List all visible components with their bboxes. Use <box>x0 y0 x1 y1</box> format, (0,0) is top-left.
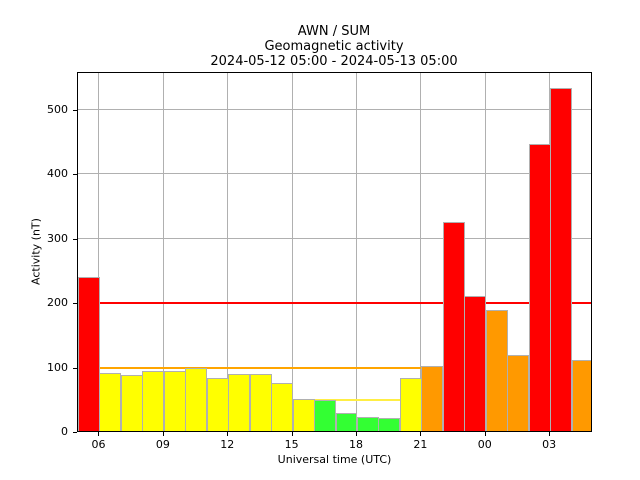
x-tick-label: 09 <box>155 438 170 451</box>
y-tick-label: 200 <box>47 296 68 310</box>
x-tick-label: 18 <box>348 438 363 451</box>
x-tick-mark <box>98 432 100 436</box>
bar-20 <box>399 378 422 431</box>
grid-line-v <box>227 73 229 431</box>
x-tick-mark <box>420 432 422 436</box>
y-tick-label: 300 <box>47 231 68 245</box>
grid-line-v <box>420 73 422 431</box>
bar-03 <box>550 88 573 431</box>
x-tick-mark <box>484 432 486 436</box>
y-tick-label: 500 <box>47 103 68 116</box>
bar-11 <box>206 378 229 431</box>
bar-22 <box>442 222 465 431</box>
bar-01 <box>507 355 530 431</box>
chart-title-line2: Geomagnetic activity <box>264 39 404 54</box>
bar-15 <box>292 398 315 431</box>
x-tick-label: 06 <box>91 438 106 451</box>
grid-line-v <box>98 73 100 431</box>
y-tick-mark <box>73 367 77 369</box>
bar-06 <box>99 373 122 431</box>
grid-line-h <box>78 173 591 175</box>
y-tick-label: 400 <box>47 167 68 181</box>
y-tick-mark <box>73 303 77 305</box>
bar-04 <box>571 360 591 431</box>
x-tick-mark <box>162 432 164 436</box>
threshold-line-200 <box>99 302 591 305</box>
x-tick-label: 12 <box>220 438 235 451</box>
y-tick-mark <box>73 174 77 176</box>
grid-line-v <box>162 73 164 431</box>
bar-16 <box>314 400 336 431</box>
grid-line-v <box>291 73 293 431</box>
bar-14 <box>271 383 294 431</box>
y-tick-label: 0 <box>61 425 68 438</box>
bar-10 <box>185 367 208 431</box>
x-tick-label: 03 <box>542 438 557 451</box>
bar-07 <box>120 374 143 431</box>
grid-line-v <box>355 73 357 431</box>
x-tick-label: 15 <box>284 438 299 451</box>
chart-title-line1: AWN / SUM <box>297 24 371 39</box>
y-tick-mark <box>73 238 77 240</box>
y-axis-title: Activity (nT) <box>29 218 43 285</box>
plot-area <box>77 72 592 432</box>
x-axis-title: Universal time (UTC) <box>277 453 392 466</box>
threshold-line-50 <box>292 398 400 401</box>
grid-line-h <box>78 237 591 239</box>
bar-23 <box>464 296 487 431</box>
bar-12 <box>228 374 251 431</box>
bar-19 <box>378 418 401 431</box>
y-tick-mark <box>73 110 77 111</box>
bar-00 <box>485 309 508 431</box>
x-tick-label: 00 <box>477 438 492 451</box>
x-tick-mark <box>227 432 229 436</box>
grid-line-h <box>78 109 591 110</box>
bar-08 <box>142 371 165 431</box>
bar-21 <box>421 365 444 431</box>
bar-05 <box>78 277 100 431</box>
x-tick-mark <box>355 432 357 436</box>
x-tick-mark <box>549 432 551 436</box>
bar-09 <box>163 371 186 431</box>
x-tick-mark <box>291 432 293 436</box>
threshold-line-100 <box>99 366 422 369</box>
bar-02 <box>528 144 551 431</box>
bar-13 <box>249 374 272 431</box>
grid-line-v <box>484 73 486 431</box>
y-tick-label: 100 <box>47 360 68 374</box>
bar-18 <box>356 416 379 431</box>
bar-17 <box>335 412 358 431</box>
y-tick-mark <box>73 432 77 433</box>
x-tick-label: 21 <box>413 438 428 451</box>
chart-title-line3: 2024-05-12 05:00 - 2024-05-13 05:00 <box>210 54 458 69</box>
